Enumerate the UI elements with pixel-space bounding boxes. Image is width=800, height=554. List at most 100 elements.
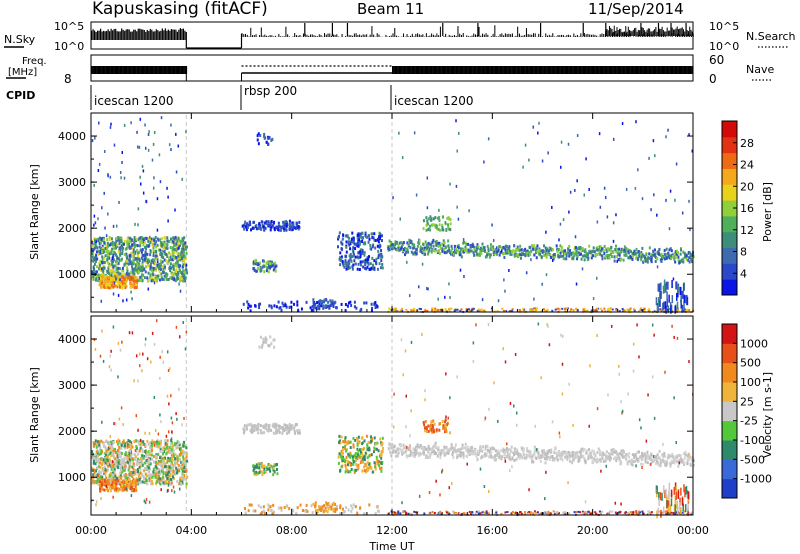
echo-cell — [101, 257, 104, 261]
echo-cell — [277, 300, 280, 304]
echo-cell — [142, 256, 145, 260]
echo-cell — [353, 238, 356, 242]
echo-cell — [405, 308, 408, 311]
echo-cell — [183, 276, 186, 280]
echo-cell — [253, 226, 256, 230]
echo-cell — [250, 304, 253, 308]
nsky-bar — [634, 28, 636, 36]
echo-cell — [395, 247, 398, 251]
nsky-bar — [631, 31, 633, 36]
echo-cell — [132, 257, 135, 261]
echo-cell — [155, 319, 158, 323]
freq-bar — [542, 66, 544, 74]
echo-cell — [152, 251, 155, 255]
echo-cell — [182, 242, 185, 246]
echo-cell — [141, 258, 144, 262]
echo-cell — [177, 237, 180, 241]
freq-bar — [547, 66, 550, 74]
nsky-bar — [642, 28, 644, 36]
echo-cell — [548, 249, 551, 253]
echo-cell — [546, 308, 549, 311]
nsky-bar — [151, 29, 153, 40]
echo-cell — [112, 495, 114, 499]
echo-cell — [147, 133, 150, 137]
echo-cell — [582, 248, 585, 252]
echo-cell — [168, 450, 171, 454]
nsky-bar — [548, 34, 550, 37]
echo-cell — [126, 237, 129, 241]
echo-cell — [667, 128, 669, 132]
station-title: Kapuskasing (fitACF) — [92, 0, 268, 19]
echo-cell — [675, 252, 678, 256]
echo-cell — [458, 253, 461, 257]
echo-cell — [365, 235, 368, 239]
echo-cell — [663, 257, 666, 261]
echo-cell — [178, 447, 181, 451]
echo-cell — [100, 280, 103, 284]
echo-cell — [128, 440, 131, 444]
echo-cell — [416, 244, 419, 248]
echo-cell — [168, 143, 171, 147]
echo-cell — [141, 279, 144, 283]
echo-cell — [131, 276, 134, 280]
nsky-bar — [369, 34, 371, 37]
echo-cell — [143, 461, 146, 465]
freq-bar — [493, 66, 495, 74]
echo-cell — [155, 245, 158, 249]
echo-cell — [125, 257, 128, 261]
echo-cell — [178, 487, 181, 491]
echo-cell — [104, 275, 107, 279]
nsky-bar — [559, 35, 561, 37]
echo-cell — [165, 246, 168, 250]
echo-cell — [291, 424, 294, 428]
echo-cell — [135, 481, 138, 485]
freq-bar — [652, 66, 655, 74]
freq-bar — [133, 66, 136, 74]
echo-cell — [169, 482, 172, 486]
echo-cell — [112, 476, 115, 480]
colorbar-swatch — [722, 215, 737, 233]
echo-cell — [587, 252, 590, 256]
echo-cell — [601, 247, 604, 251]
echo-cell — [165, 481, 168, 485]
echo-cell — [504, 244, 507, 248]
echo-cell — [184, 245, 187, 249]
echo-cell — [131, 465, 134, 469]
freq-bar — [570, 66, 572, 74]
echo-cell — [551, 205, 553, 209]
echo-cell — [368, 267, 371, 271]
nsky-bar — [418, 34, 420, 37]
echo-cell — [144, 236, 147, 240]
echo-cell — [179, 242, 182, 246]
echo-cell — [159, 262, 162, 266]
echo-cell — [427, 287, 429, 291]
echo-cell — [91, 453, 94, 457]
echo-cell — [163, 236, 166, 240]
echo-cell — [139, 443, 142, 447]
echo-cell — [148, 463, 151, 467]
nsky-spike — [582, 23, 584, 36]
freq-bar — [401, 66, 403, 74]
echo-cell — [142, 243, 145, 247]
echo-cell — [171, 277, 174, 281]
nsky-bar — [580, 33, 582, 37]
echo-cell — [654, 154, 656, 158]
echo-cell — [556, 307, 559, 310]
echo-cell — [175, 272, 177, 276]
echo-cell — [508, 249, 511, 253]
freq-bar — [625, 66, 627, 74]
freq-bar — [684, 66, 686, 74]
echo-cell — [105, 455, 108, 459]
echo-cell — [125, 298, 128, 302]
echo-cell — [106, 258, 109, 262]
echo-cell — [265, 140, 268, 144]
echo-cell — [171, 272, 174, 276]
echo-cell — [154, 257, 157, 261]
nsky-bar — [91, 30, 93, 40]
nsky-bar — [345, 35, 347, 37]
echo-cell — [158, 456, 161, 460]
echo-cell — [480, 246, 483, 250]
echo-cell — [393, 307, 396, 310]
echo-cell — [109, 489, 112, 493]
echo-cell — [123, 176, 126, 180]
